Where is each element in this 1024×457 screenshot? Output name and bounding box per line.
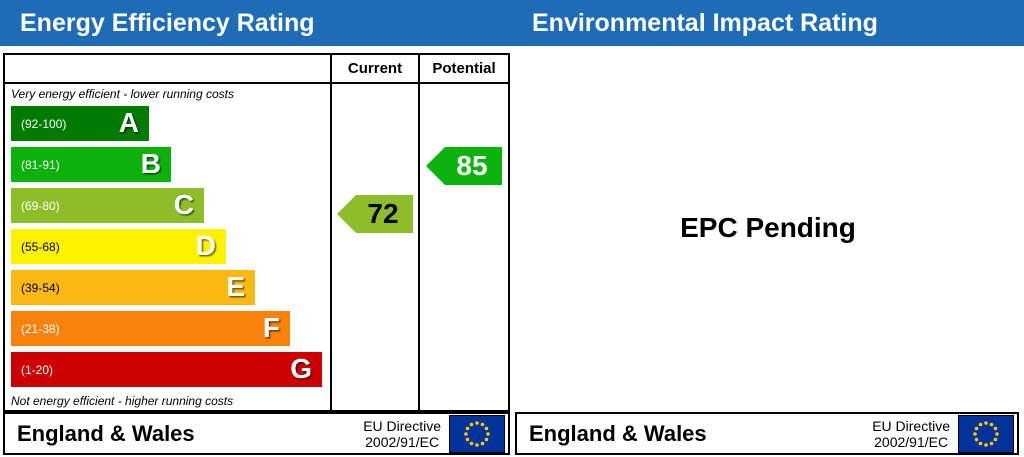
eu-directive-label: EU Directive 2002/91/EC (363, 418, 441, 450)
eu-flag-icon (449, 414, 505, 453)
band-row-a: (92-100) A (11, 106, 149, 141)
band-range-label: (21-38) (21, 321, 60, 336)
band-row-g: (1-20) G (11, 352, 322, 387)
band-row-d: (55-68) D (11, 229, 226, 264)
band-letter: D (195, 230, 216, 261)
energy-efficiency-chart: Current Potential Very energy efficient … (3, 53, 510, 412)
band-range-label: (92-100) (21, 116, 67, 131)
column-header-row: Current Potential (5, 55, 508, 84)
chart-body: Very energy efficient - lower running co… (5, 84, 508, 410)
chart-header-spacer (5, 55, 330, 82)
potential-rating-value: 85 (456, 150, 488, 181)
epc-pending-message: EPC Pending (680, 212, 856, 243)
band-row-e: (39-54) E (11, 270, 255, 305)
energy-efficiency-title: Energy Efficiency Rating (20, 9, 315, 37)
eu-flag-icon (958, 414, 1014, 453)
current-column-header: Current (330, 55, 418, 82)
band-letter: G (290, 353, 312, 384)
current-rating-value: 72 (367, 198, 399, 229)
band-range-label: (81-91) (21, 157, 60, 172)
region-label: England & Wales (529, 420, 707, 446)
eu-directive-line2: 2002/91/EC (365, 433, 440, 450)
potential-column-header: Potential (418, 55, 508, 82)
band-letter: E (226, 271, 245, 302)
band-letter: C (173, 189, 194, 220)
left-footer: England & Wales EU Directive 2002/91/EC (3, 412, 510, 455)
eu-directive-line1: EU Directive (363, 417, 441, 434)
environmental-impact-title: Environmental Impact Rating (532, 9, 878, 37)
band-letter: B (140, 148, 161, 179)
band-row-c: (69-80) C (11, 188, 204, 223)
band-range-label: (1-20) (21, 362, 54, 377)
bottom-note: Not energy efficient - higher running co… (11, 394, 234, 408)
band-letter: A (118, 107, 139, 138)
region-label: England & Wales (17, 420, 195, 446)
band-letter: F (262, 312, 280, 343)
current-rating-arrow: 72 (337, 195, 413, 233)
rating-bands-column: Very energy efficient - lower running co… (5, 84, 330, 410)
eu-directive-line2: 2002/91/EC (874, 433, 949, 450)
top-note: Very energy efficient - lower running co… (11, 87, 234, 101)
band-row-b: (81-91) B (11, 147, 171, 182)
eu-directive-label: EU Directive 2002/91/EC (872, 418, 950, 450)
band-range-label: (69-80) (21, 198, 60, 213)
rating-bands: (92-100) A (81-91) B (69-80) C (55-68) D (11, 106, 330, 387)
potential-rating-arrow: 85 (426, 147, 502, 185)
band-range-label: (39-54) (21, 280, 60, 295)
band-range-label: (55-68) (21, 239, 60, 254)
current-column: 72 (330, 84, 418, 410)
title-bar: Energy Efficiency Rating Environmental I… (0, 0, 1024, 46)
eu-directive-line1: EU Directive (872, 417, 950, 434)
potential-column: 85 (418, 84, 508, 410)
band-row-f: (21-38) F (11, 311, 290, 346)
right-footer: England & Wales EU Directive 2002/91/EC (515, 412, 1019, 455)
